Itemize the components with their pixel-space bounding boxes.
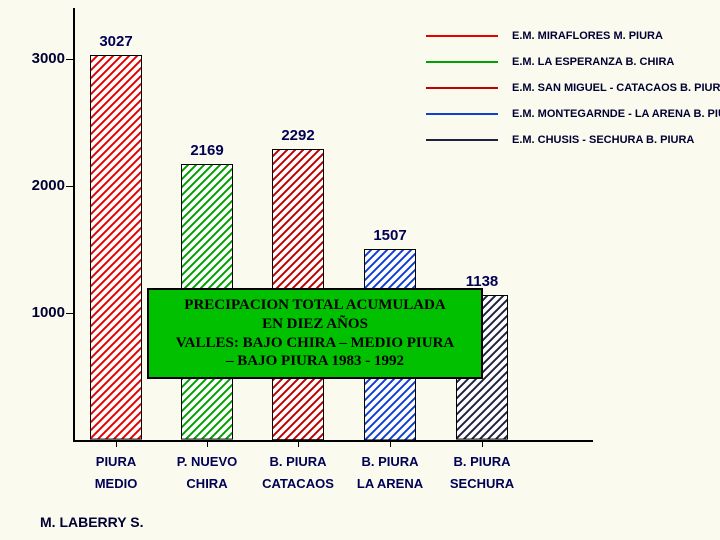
- legend-swatch: [426, 113, 498, 115]
- x-axis-label-line2: CATACAOS: [262, 476, 334, 491]
- bar-value-label: 3027: [99, 33, 132, 50]
- title-line: PRECIPACION TOTAL ACUMULADA: [159, 296, 471, 315]
- legend-swatch: [426, 139, 498, 141]
- legend-swatch: [426, 87, 498, 89]
- x-axis-tick: [298, 440, 299, 447]
- legend-swatch: [426, 35, 498, 37]
- legend-item: E.M. SAN MIGUEL - CATACAOS B. PIURA: [426, 82, 720, 94]
- x-axis-label-line2: CHIRA: [186, 476, 227, 491]
- x-axis-label-line1: P. NUEVO: [177, 454, 237, 469]
- x-axis-label-line1: B. PIURA: [453, 454, 510, 469]
- legend-label: E.M. SAN MIGUEL - CATACAOS B. PIURA: [512, 82, 720, 94]
- title-line: VALLES: BAJO CHIRA – MEDIO PIURA: [159, 334, 471, 353]
- y-axis-tick-label: 1000: [15, 304, 65, 321]
- x-axis-tick: [116, 440, 117, 447]
- legend-swatch: [426, 61, 498, 63]
- legend-label: E.M. MIRAFLORES M. PIURA: [512, 30, 663, 42]
- legend-item: E.M. CHUSIS - SECHURA B. PIURA: [426, 134, 694, 146]
- x-axis-label-line2: MEDIO: [95, 476, 138, 491]
- x-axis-label-line1: B. PIURA: [269, 454, 326, 469]
- legend-label: E.M. CHUSIS - SECHURA B. PIURA: [512, 134, 694, 146]
- x-axis-label-line1: B. PIURA: [361, 454, 418, 469]
- x-axis-tick: [482, 440, 483, 447]
- x-axis-line: [73, 440, 593, 442]
- x-axis-label-line2: LA ARENA: [357, 476, 423, 491]
- legend-item: E.M. MIRAFLORES M. PIURA: [426, 30, 663, 42]
- bar-value-label: 2292: [281, 127, 314, 144]
- chart-container: 1000 2000 3000 3027 PIURA MEDIO 2169 P. NUEVO C…: [0, 0, 720, 540]
- y-axis-tick: [66, 59, 73, 60]
- y-axis-tick: [66, 186, 73, 187]
- bar-value-label: 2169: [190, 142, 223, 159]
- x-axis-tick: [390, 440, 391, 447]
- title-line: – BAJO PIURA 1983 - 1992: [159, 352, 471, 371]
- title-line: EN DIEZ AÑOS: [159, 315, 471, 334]
- x-axis-label-line2: SECHURA: [450, 476, 514, 491]
- y-axis-tick-label: 3000: [15, 50, 65, 67]
- bar-value-label: 1507: [373, 227, 406, 244]
- legend-item: E.M. MONTEGARNDE - LA ARENA B. PIURA: [426, 108, 720, 120]
- legend-item: E.M. LA ESPERANZA B. CHIRA: [426, 56, 674, 68]
- x-axis-label-line1: PIURA: [96, 454, 136, 469]
- author-label: M. LABERRY S.: [40, 514, 143, 530]
- x-axis-tick: [207, 440, 208, 447]
- legend-label: E.M. MONTEGARNDE - LA ARENA B. PIURA: [512, 108, 720, 120]
- y-axis-tick-label: 2000: [15, 177, 65, 194]
- y-axis-tick: [66, 313, 73, 314]
- y-axis-line: [73, 8, 75, 440]
- legend-label: E.M. LA ESPERANZA B. CHIRA: [512, 56, 674, 68]
- title-box: PRECIPACION TOTAL ACUMULADAEN DIEZ AÑOSV…: [147, 288, 483, 379]
- bar: [90, 55, 142, 440]
